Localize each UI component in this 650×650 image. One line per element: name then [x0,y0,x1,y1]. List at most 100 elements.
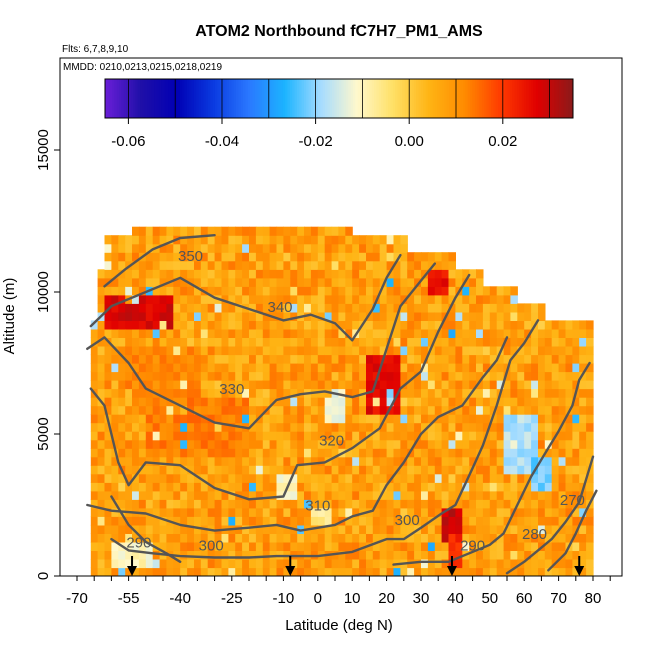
heatmap-cell [496,405,505,415]
heatmap-cell [579,354,587,364]
heatmap-cell [276,567,284,576]
heatmap-cell [194,541,202,551]
profile-marker-head [446,566,457,576]
heatmap-cell [249,320,257,330]
heatmap-cell [345,482,353,492]
heatmap-cell [434,422,443,432]
heatmap-cell [132,524,140,534]
heatmap-cell [524,303,532,313]
y-tick-label: 0 [35,572,52,580]
colorbar-segment [163,79,167,118]
heatmap-cell [249,226,257,236]
heatmap-cell [482,405,491,415]
colorbar-segment [133,79,136,118]
heatmap-cell [372,550,381,560]
heatmap-cell [317,397,326,407]
heatmap-cell [517,448,525,458]
heatmap-cell [531,380,539,390]
heatmap-cell [386,260,395,270]
heatmap-cell [310,337,319,347]
heatmap-cell [138,550,147,560]
heatmap-cell [379,448,388,458]
heatmap-cell [379,405,388,415]
heatmap-cell [324,286,333,296]
heatmap-cell [524,311,532,321]
heatmap-cell [489,371,498,381]
heatmap-cell [317,388,326,398]
heatmap-cell [517,550,525,560]
heatmap-cell [304,235,312,245]
heatmap-cell [386,456,395,466]
heatmap-cell [427,499,436,509]
heatmap-cell [317,414,326,424]
colorbar-segment [472,79,476,118]
heatmap-cell [345,465,353,475]
heatmap-cell [145,541,154,551]
heatmap-cell [125,363,133,373]
heatmap-cell [558,414,567,424]
heatmap-cell [469,550,477,560]
heatmap-cell [352,252,360,262]
heatmap-cell [379,252,388,262]
heatmap-cell [200,422,209,432]
heatmap-cell [118,311,126,321]
heatmap-cell [572,490,580,500]
heatmap-cell [441,524,450,534]
heatmap-cell [372,277,381,287]
heatmap-cell [524,380,532,390]
heatmap-cell [249,507,257,517]
heatmap-cell [255,397,264,407]
heatmap-cell [214,260,223,270]
heatmap-cell [125,550,133,560]
heatmap-cell [228,252,236,262]
heatmap-cell [476,499,484,509]
heatmap-cell [132,354,140,364]
heatmap-cell [366,482,374,492]
heatmap-cell [421,456,429,466]
heatmap-cell [414,567,422,576]
heatmap-cell [132,380,140,390]
heatmap-cell [194,431,202,441]
heatmap-cell [366,559,374,569]
heatmap-cell [386,277,395,287]
heatmap-cell [538,465,546,475]
heatmap-cell [579,516,587,526]
heatmap-cell [352,235,360,245]
heatmap-cell [558,320,567,330]
heatmap-cell [166,363,174,373]
heatmap-cell [352,294,360,304]
heatmap-cell [207,269,216,279]
x-tick-label: 20 [378,590,395,607]
heatmap-cell [448,482,456,492]
heatmap-cell [180,414,188,424]
heatmap-cell [565,499,573,509]
colorbar-segment [362,79,366,118]
heatmap-cell [565,346,573,356]
heatmap-cell [531,388,539,398]
colorbar-segment [416,79,419,118]
heatmap-cell [200,371,209,381]
heatmap-cell [97,269,106,279]
colorbar-segment [231,79,235,118]
heatmap-cell [400,260,408,270]
heatmap-cell [207,235,216,245]
heatmap-cell [359,243,367,253]
heatmap-cell [434,550,443,560]
colorbar-segment [465,79,469,118]
heatmap-cell [414,541,422,551]
heatmap-cell [407,311,415,321]
heatmap-cell [249,363,257,373]
heatmap-cell [159,320,168,330]
heatmap-cell [538,363,546,373]
heatmap-cell [414,550,422,560]
heatmap-cell [427,371,436,381]
heatmap-cell [489,439,498,449]
heatmap-cell [379,422,388,432]
heatmap-cell [97,354,106,364]
heatmap-cell [324,311,333,321]
heatmap-cell [462,482,470,492]
colorbar-segment [259,79,263,118]
heatmap-cell [304,559,312,569]
heatmap-cell [207,286,216,296]
heatmap-cell [489,541,498,551]
